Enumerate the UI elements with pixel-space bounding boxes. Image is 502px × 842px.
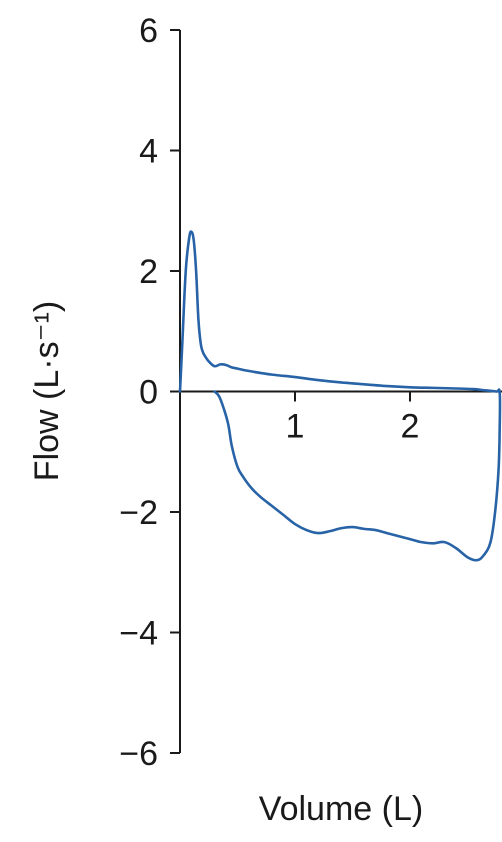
x-tick-label: 2 [401,408,420,446]
y-tick-label: 6 [139,12,158,50]
y-tick-label: 0 [139,374,158,412]
y-tick-label: −6 [119,735,158,773]
y-tick-label: 4 [139,133,158,171]
flow-volume-loop-series [178,230,502,562]
y-tick-label: −2 [119,494,158,532]
y-axis-ticks: 6 4 2 0 −2 −4 −6 [119,12,180,773]
y-tick-label: 2 [139,253,158,291]
x-axis-title: Volume (L) [259,790,423,828]
y-tick-label: −4 [119,615,158,653]
x-tick-label: 1 [286,408,305,446]
y-axis-title: Flow (L·s⁻¹) [28,301,66,481]
